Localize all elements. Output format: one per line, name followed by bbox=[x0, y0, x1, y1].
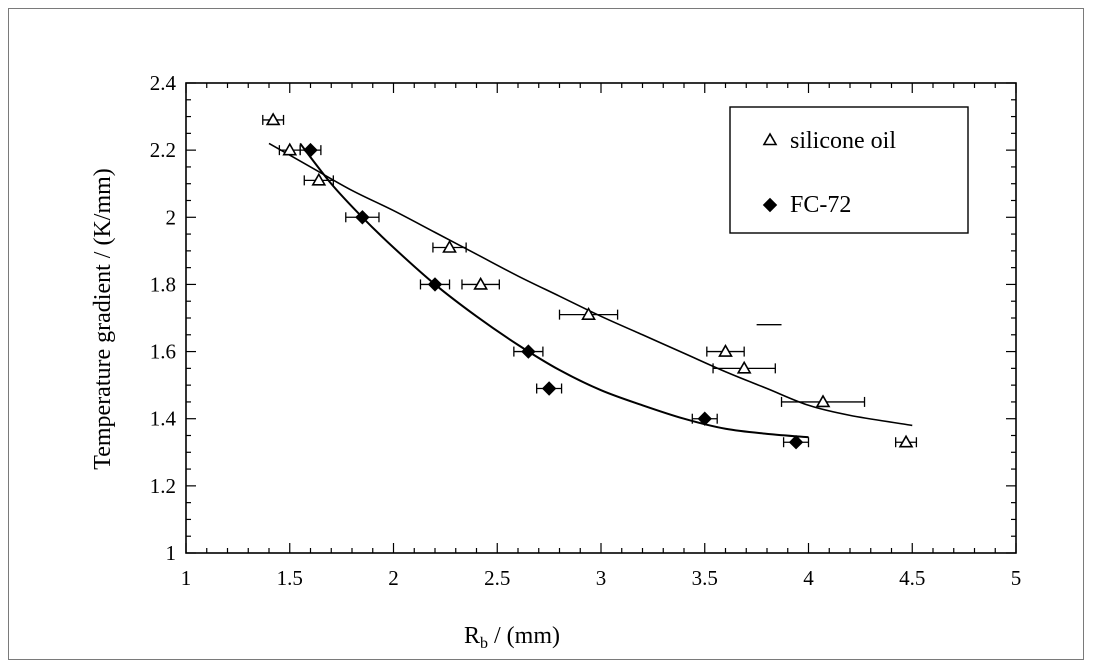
x-tick-label: 2.5 bbox=[484, 566, 510, 590]
y-tick-label: 1.2 bbox=[150, 474, 176, 498]
legend-box bbox=[729, 106, 969, 234]
legend-marker-fc72 bbox=[762, 197, 778, 213]
data-point-fc72 bbox=[355, 210, 370, 225]
x-tick-label: 4 bbox=[803, 566, 814, 590]
fit-curve-silicone-oil bbox=[268, 142, 913, 427]
legend: silicone oil FC-72 bbox=[729, 106, 969, 234]
data-point-fc72 bbox=[788, 435, 804, 450]
x-tick-label: 5 bbox=[1011, 566, 1022, 590]
data-point-silicone-oil bbox=[898, 434, 914, 448]
y-tick-label: 1 bbox=[166, 541, 177, 565]
legend-item-silicone-oil: silicone oil bbox=[762, 128, 896, 154]
x-axis-title: Rb / (mm) bbox=[464, 623, 560, 652]
data-markers bbox=[265, 112, 914, 450]
data-point-silicone-oil bbox=[473, 276, 489, 290]
x-tick-label: 3 bbox=[596, 566, 607, 590]
y-tick-label: 1.4 bbox=[150, 407, 177, 431]
y-axis-tick-labels: 1 1.2 1.4 1.6 1.8 2 2.2 2.4 bbox=[150, 71, 177, 565]
data-point-fc72 bbox=[697, 411, 712, 426]
data-point-fc72 bbox=[541, 381, 557, 396]
data-point-silicone-oil bbox=[581, 307, 596, 320]
x-tick-label: 2 bbox=[388, 566, 399, 590]
data-point-silicone-oil bbox=[736, 360, 752, 374]
legend-diamond-marker bbox=[762, 197, 778, 213]
y-tick-label: 1.8 bbox=[150, 272, 176, 296]
x-axis-tick-labels: 1 1.5 2 2.5 3 3.5 4 4.5 5 bbox=[181, 566, 1022, 590]
y-tick-label: 2.2 bbox=[150, 138, 176, 162]
legend-label-fc72: FC-72 bbox=[790, 192, 851, 218]
data-point-silicone-oil bbox=[265, 112, 281, 126]
x-tick-label: 1.5 bbox=[277, 566, 303, 590]
x-tick-label: 1 bbox=[181, 566, 192, 590]
legend-marker-silicone-oil bbox=[762, 132, 778, 146]
legend-item-fc72: FC-72 bbox=[762, 192, 851, 218]
x-tick-label: 3.5 bbox=[692, 566, 718, 590]
data-point-silicone-oil bbox=[718, 343, 733, 357]
data-point-fc72 bbox=[427, 277, 443, 292]
data-point-silicone-oil bbox=[311, 172, 327, 186]
x-axis-ticks bbox=[185, 83, 1017, 553]
data-point-fc72 bbox=[303, 142, 318, 158]
data-point-fc72 bbox=[521, 344, 536, 359]
x-tick-label: 4.5 bbox=[899, 566, 925, 590]
legend-triangle-marker bbox=[762, 132, 778, 146]
y-tick-label: 2 bbox=[166, 205, 177, 229]
y-axis-title: Temperature gradient / (K/mm) bbox=[90, 168, 116, 470]
y-axis-ticks bbox=[186, 82, 1016, 554]
y-tick-label: 2.4 bbox=[150, 71, 177, 95]
data-point-silicone-oil bbox=[442, 239, 457, 253]
data-point-silicone-oil bbox=[282, 142, 298, 156]
data-point-silicone-oil bbox=[815, 394, 831, 408]
legend-label-silicone-oil: silicone oil bbox=[790, 128, 896, 154]
y-tick-label: 1.6 bbox=[150, 340, 176, 364]
